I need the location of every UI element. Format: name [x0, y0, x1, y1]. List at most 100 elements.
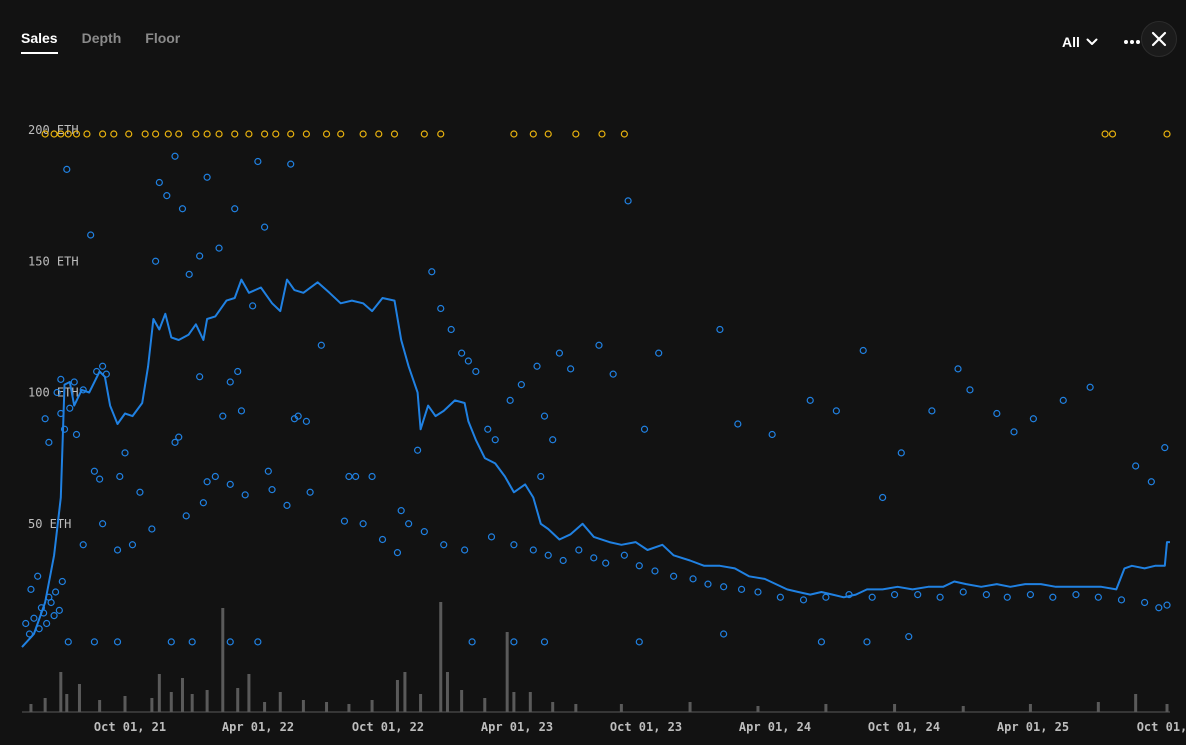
volume-bar	[59, 672, 63, 712]
sale-point	[27, 585, 35, 593]
sale-point	[196, 373, 204, 381]
volume-bar	[77, 684, 81, 712]
tab-depth[interactable]: Depth	[81, 30, 122, 46]
capped-sale-point	[272, 130, 280, 138]
capped-sale-point	[215, 130, 223, 138]
sale-point	[982, 591, 990, 599]
sale-point	[63, 165, 71, 173]
sale-point	[34, 572, 42, 580]
sale-point	[754, 588, 762, 596]
y-tick-label: 100 ETH	[28, 386, 79, 400]
sale-point	[1117, 596, 1126, 604]
tab-sales[interactable]: Sales	[21, 30, 58, 54]
time-range-dropdown[interactable]: All	[1062, 34, 1098, 50]
y-tick-label: 50 ETH	[28, 517, 71, 531]
volume-bar	[347, 704, 351, 712]
sale-point	[609, 370, 617, 378]
capped-sale-point	[72, 130, 81, 138]
sale-point	[254, 638, 262, 646]
sale-point	[90, 638, 99, 646]
sale-point	[70, 378, 78, 386]
volume-bar	[1134, 694, 1138, 712]
sale-point	[491, 436, 499, 444]
x-tick-label: Apr 01, 22	[222, 720, 294, 734]
sale-point	[260, 223, 269, 231]
tab-floor[interactable]: Floor	[145, 30, 181, 46]
x-tick-label: Oct 01, 21	[94, 720, 166, 734]
volume-bar	[824, 704, 828, 712]
sale-point	[57, 375, 65, 383]
close-button[interactable]	[1141, 21, 1177, 57]
sale-point	[182, 512, 190, 520]
sale-point	[517, 381, 525, 389]
volume-bar	[247, 674, 251, 712]
volume-bar	[123, 696, 127, 712]
sale-point	[590, 554, 598, 562]
capped-sale-point	[141, 130, 149, 138]
capped-sale-point	[83, 130, 91, 138]
sale-point	[113, 546, 122, 554]
sale-point	[1059, 396, 1067, 404]
volume-bar	[1096, 702, 1100, 712]
time-range-label: All	[1062, 34, 1080, 50]
sale-point	[219, 412, 227, 420]
sale-point	[163, 192, 171, 200]
sale-point	[1147, 478, 1155, 486]
volume-bar	[419, 694, 423, 712]
volume-bar	[403, 672, 407, 712]
sale-point	[352, 472, 360, 481]
sale-point	[196, 252, 204, 260]
sale-point	[544, 551, 552, 559]
sale-point	[905, 633, 913, 641]
sale-point	[64, 638, 72, 646]
capped-sale-point	[192, 130, 200, 138]
sale-point	[440, 541, 448, 549]
more-options-button[interactable]	[1122, 28, 1142, 52]
sale-point	[128, 541, 137, 549]
capped-sale-point	[245, 130, 253, 138]
capped-sale-point	[420, 130, 428, 138]
sale-point	[549, 436, 557, 444]
volume-bar	[505, 632, 509, 712]
sale-point	[340, 517, 349, 525]
sale-point	[768, 430, 776, 439]
sale-point	[720, 630, 728, 638]
capped-sale-point	[287, 130, 295, 138]
sale-point	[45, 438, 53, 446]
volume-bar	[43, 698, 47, 712]
sale-point	[96, 475, 104, 483]
capped-sale-point	[302, 130, 310, 138]
sale-point	[670, 572, 678, 580]
volume-bar	[961, 706, 965, 712]
volume-bar	[301, 700, 305, 712]
volume-bar	[157, 674, 161, 712]
capped-sale-point	[375, 130, 383, 138]
capped-sale-point	[99, 130, 107, 138]
sale-point	[447, 325, 455, 334]
x-tick-label: Oct 01, 23	[610, 720, 682, 734]
sale-point	[254, 157, 262, 166]
sale-point	[620, 551, 628, 559]
sale-point	[799, 596, 808, 604]
sale-point	[43, 619, 51, 628]
sale-point	[806, 396, 814, 404]
sale-point	[306, 488, 314, 496]
floor-price-line	[21, 278, 1170, 648]
volume-bar	[263, 702, 267, 712]
y-tick-label: 150 ETH	[28, 254, 79, 268]
volume-bar	[445, 672, 449, 712]
capped-sale-point	[125, 130, 133, 138]
sale-point	[540, 638, 549, 646]
sale-point	[178, 205, 187, 213]
sale-point	[635, 562, 643, 570]
sale-point	[171, 152, 179, 160]
capped-sale-point	[510, 130, 518, 138]
sale-point	[99, 362, 107, 370]
capped-sale-point	[598, 130, 606, 138]
sale-point	[25, 630, 34, 638]
volume-bars	[22, 602, 1170, 713]
sale-point	[472, 367, 480, 376]
x-tick-label: Apr 01, 23	[481, 720, 553, 734]
volume-bar	[370, 700, 374, 712]
sale-point	[640, 425, 649, 433]
